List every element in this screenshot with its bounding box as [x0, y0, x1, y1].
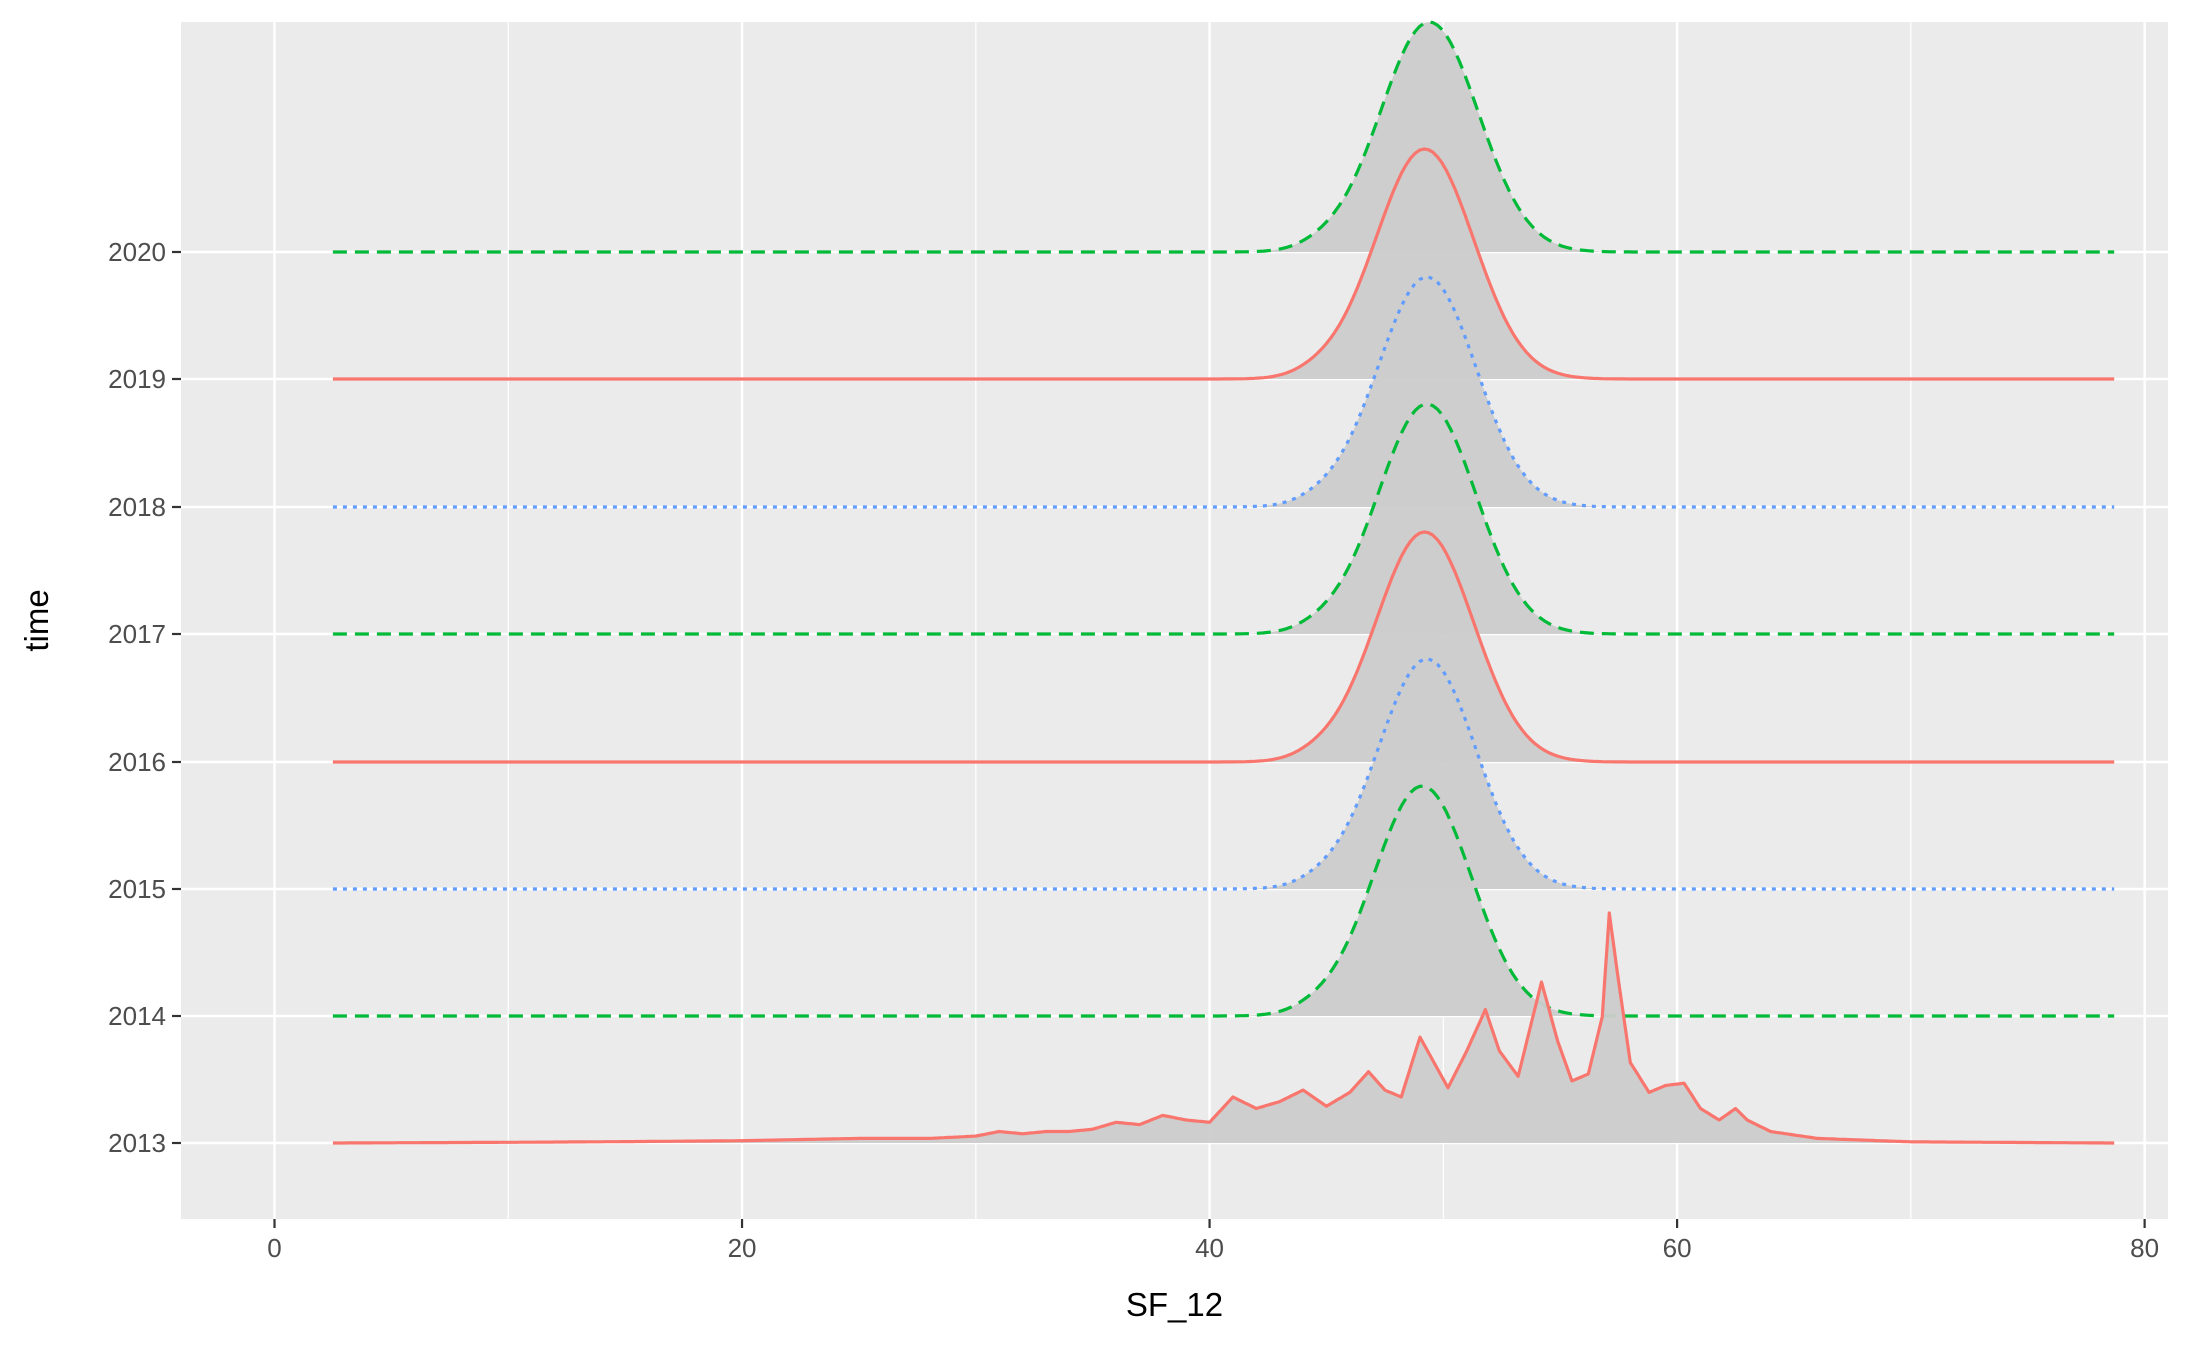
- ridge-2018: [332, 275, 2115, 509]
- ridge-2017: [332, 402, 2115, 636]
- y-tick-label: 2019: [108, 364, 166, 394]
- x-tick-label: 40: [1195, 1233, 1224, 1263]
- ridge-line-2018: [332, 275, 2115, 509]
- y-tick-label: 2015: [108, 874, 166, 904]
- y-axis: 2013 2014 2015 2016 2017 2018 2019 2020: [108, 237, 181, 1158]
- y-tick-label: 2014: [108, 1001, 166, 1031]
- ridge-2019: [332, 147, 2115, 381]
- ridge-2020: [332, 20, 2115, 254]
- y-tick-label: 2018: [108, 492, 166, 522]
- y-tick-label: 2016: [108, 747, 166, 777]
- y-tick-label: 2013: [108, 1128, 166, 1158]
- ridges: [332, 20, 2115, 1145]
- y-tick-label: 2020: [108, 237, 166, 267]
- ridge-line-2014: [332, 784, 2115, 1018]
- ridge-line-2019: [332, 147, 2115, 381]
- ridge-line-2017: [332, 402, 2115, 636]
- panel-background: [181, 22, 2168, 1219]
- y-tick-label: 2017: [108, 619, 166, 649]
- ridge-line-2013: [332, 911, 2115, 1145]
- ridge-2013: [332, 911, 2115, 1145]
- x-tick-label: 0: [267, 1233, 281, 1263]
- x-tick-label: 80: [2130, 1233, 2159, 1263]
- y-axis-title: time: [18, 589, 55, 651]
- ridge-line-2016: [332, 530, 2115, 764]
- x-tick-label: 60: [1663, 1233, 1692, 1263]
- ridge-line-2020: [332, 20, 2115, 254]
- ridge-line-2015: [332, 657, 2115, 891]
- ridge-2016: [332, 530, 2115, 764]
- ridge-2015: [332, 657, 2115, 891]
- x-tick-label: 20: [728, 1233, 757, 1263]
- x-axis-title: SF_12: [1126, 1286, 1223, 1323]
- ridge-2014: [332, 784, 2115, 1018]
- x-axis: 0 20 40 60 80: [267, 1219, 2159, 1263]
